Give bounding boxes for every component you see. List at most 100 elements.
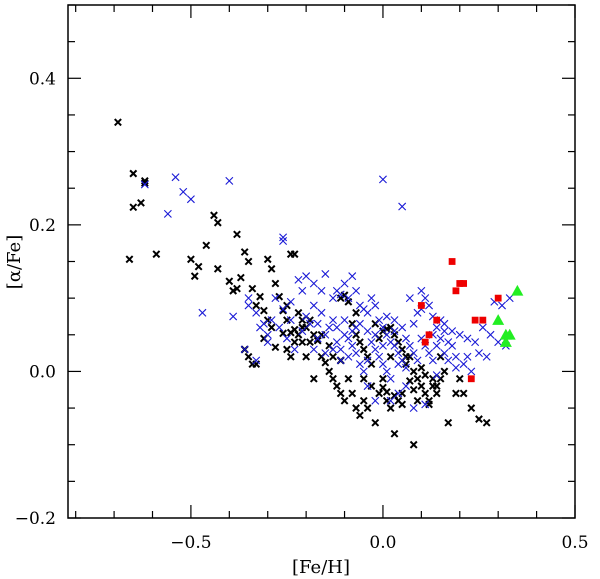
y-tick-label: 0.0	[29, 362, 56, 382]
data-point-black-cross	[125, 255, 134, 264]
data-point-blue-cross	[309, 279, 318, 288]
data-point-black-cross	[129, 203, 138, 212]
x-tick-label: −0.5	[170, 533, 211, 553]
data-points	[114, 118, 524, 449]
data-point-blue-cross	[263, 330, 272, 339]
data-point-blue-cross	[275, 323, 284, 332]
data-point-black-cross	[298, 323, 307, 332]
data-point-blue-cross	[179, 187, 188, 196]
data-point-black-cross	[140, 179, 149, 187]
data-point-blue-cross	[421, 294, 430, 303]
data-point-blue-cross	[198, 308, 207, 317]
series-green	[492, 284, 524, 347]
data-point-black-cross	[455, 374, 464, 383]
data-point-black-cross	[244, 257, 253, 266]
data-point-red-square	[467, 375, 475, 383]
data-point-black-cross	[336, 389, 345, 398]
data-point-blue-cross	[402, 334, 410, 343]
data-point-black-cross	[306, 338, 314, 347]
data-point-blue-cross	[344, 294, 353, 303]
data-point-blue-cross	[463, 352, 472, 361]
data-point-black-cross	[359, 345, 368, 354]
data-point-blue-cross	[394, 360, 403, 369]
data-point-blue-cross	[363, 327, 372, 336]
data-point-blue-cross	[425, 301, 434, 310]
data-point-blue-cross	[186, 195, 195, 204]
data-point-black-cross	[467, 404, 476, 412]
data-point-blue-cross	[340, 316, 349, 325]
data-point-black-cross	[344, 297, 353, 306]
data-point-blue-cross	[298, 327, 307, 336]
data-point-black-cross	[409, 440, 418, 449]
data-point-red-square	[471, 316, 479, 324]
data-point-blue-cross	[317, 308, 326, 317]
data-point-blue-cross	[325, 323, 334, 332]
axis-ticks	[68, 4, 576, 519]
data-point-blue-cross	[359, 367, 368, 376]
data-point-black-cross	[386, 352, 395, 361]
data-point-black-cross	[340, 396, 349, 405]
data-point-blue-cross	[329, 345, 338, 354]
series-black	[114, 118, 491, 449]
series-red	[417, 258, 502, 383]
data-point-black-cross	[294, 308, 303, 317]
data-point-black-cross	[417, 363, 426, 372]
data-point-green-triangle	[503, 328, 516, 340]
data-point-black-cross	[332, 382, 341, 390]
data-point-blue-cross	[321, 349, 330, 358]
data-point-red-square	[448, 258, 456, 265]
data-point-blue-cross	[363, 382, 372, 391]
data-point-black-cross	[359, 374, 368, 383]
data-point-blue-cross	[321, 269, 330, 278]
data-point-black-cross	[267, 264, 276, 273]
data-point-blue-cross	[348, 341, 357, 350]
data-point-blue-cross	[378, 341, 387, 350]
data-point-blue-cross	[229, 312, 238, 321]
data-point-blue-cross	[336, 290, 345, 299]
data-point-blue-cross	[309, 345, 318, 354]
data-point-red-square	[421, 338, 429, 346]
data-point-blue-cross	[244, 294, 253, 303]
data-point-black-cross	[405, 377, 414, 385]
data-point-blue-cross	[432, 323, 441, 332]
data-point-blue-cross	[332, 338, 341, 347]
data-point-black-cross	[137, 198, 145, 207]
data-point-red-square	[452, 287, 460, 295]
data-point-blue-cross	[352, 323, 361, 332]
data-point-blue-cross	[348, 272, 357, 281]
data-point-blue-cross	[405, 294, 414, 303]
data-point-black-cross	[382, 388, 391, 396]
data-point-blue-cross	[286, 316, 295, 325]
data-point-black-cross	[325, 367, 334, 376]
data-point-blue-cross	[463, 334, 472, 343]
data-point-blue-cross	[302, 272, 311, 281]
data-point-black-cross	[421, 371, 430, 380]
data-point-blue-cross	[371, 301, 380, 310]
data-point-blue-cross	[474, 349, 483, 358]
data-point-blue-cross	[432, 341, 441, 350]
data-point-black-cross	[371, 418, 380, 427]
data-point-blue-cross	[386, 396, 395, 405]
data-point-red-square	[456, 280, 464, 287]
data-point-black-cross	[413, 396, 422, 405]
data-point-blue-cross	[282, 334, 291, 343]
data-point-blue-cross	[367, 294, 376, 303]
data-point-black-cross	[271, 343, 280, 352]
data-point-blue-cross	[402, 382, 410, 391]
data-point-black-cross	[432, 389, 441, 398]
data-point-black-cross	[352, 404, 360, 412]
data-point-black-cross	[313, 336, 322, 345]
data-point-black-cross	[271, 279, 280, 288]
data-point-black-cross	[233, 230, 241, 239]
data-point-blue-cross	[382, 312, 391, 321]
data-point-green-triangle	[492, 314, 505, 325]
data-point-black-cross	[298, 338, 307, 347]
data-point-black-cross	[390, 330, 399, 339]
data-point-black-cross	[348, 389, 357, 398]
data-point-blue-cross	[378, 175, 387, 184]
data-point-blue-cross	[440, 327, 449, 336]
data-point-black-cross	[263, 255, 272, 264]
data-point-black-cross	[344, 374, 353, 383]
data-point-black-cross	[279, 329, 287, 338]
